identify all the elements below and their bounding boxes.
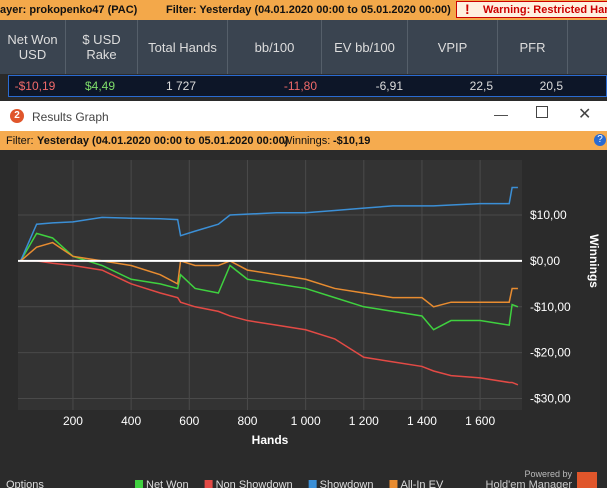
options[interactable]: Options bbox=[6, 479, 44, 488]
filter: Filter: Yesterday (04.01.2020 00:00 to 0… bbox=[166, 4, 451, 16]
x-tick-label: 1 400 bbox=[407, 414, 437, 428]
column-header: Total Hands bbox=[138, 20, 228, 74]
powered-by: Powered by bbox=[524, 469, 572, 479]
column-header: bb/100 bbox=[228, 20, 322, 74]
filter-bar: Filter: Yesterday (04.01.2020 00:00 to 0… bbox=[0, 131, 607, 150]
x-tick-label: 1 600 bbox=[465, 414, 495, 428]
legend-label: Net Won bbox=[146, 479, 189, 488]
warning[interactable]: Warning: Restricted Hand bbox=[456, 1, 607, 18]
filter-label: Filter: bbox=[6, 135, 34, 147]
chart: Hands Winnings Powered by Hold'em Manage… bbox=[6, 160, 601, 488]
cell: -6,91 bbox=[375, 79, 403, 93]
x-tick-label: 1 000 bbox=[291, 414, 321, 428]
legend-label: All-In EV bbox=[400, 479, 443, 488]
window-title: Results Graph bbox=[32, 110, 109, 124]
winnings-value: -$10,19 bbox=[333, 135, 371, 147]
cell: 22,5 bbox=[469, 79, 493, 93]
x-tick-label: 600 bbox=[179, 414, 199, 428]
cell: -$10,19 bbox=[14, 79, 56, 93]
y-tick-label: $10,00 bbox=[530, 208, 567, 222]
x-axis-title: Hands bbox=[252, 433, 289, 447]
minimize[interactable]: — bbox=[494, 106, 508, 122]
cell: 1 727 bbox=[165, 79, 197, 93]
legend-swatch bbox=[204, 480, 213, 488]
cell: $4,49 bbox=[84, 79, 116, 93]
legend-swatch bbox=[389, 480, 398, 488]
header-bar: ayer: prokopenko47 (PAC) Filter: Yesterd… bbox=[0, 0, 607, 20]
column-header: Net Won USD bbox=[0, 20, 66, 74]
filter-value: Yesterday (04.01.2020 00:00 to 05.01.202… bbox=[37, 135, 289, 147]
x-tick-label: 800 bbox=[237, 414, 257, 428]
y-axis-title: Winnings bbox=[587, 234, 601, 288]
y-tick-label: -$20,00 bbox=[530, 346, 571, 360]
table-header: Net Won USD $ USD Rake Total Hands bb/100 EV… bbox=[0, 20, 607, 74]
plot-area bbox=[18, 160, 522, 410]
legend-swatch bbox=[308, 480, 317, 488]
table-row[interactable]: -$10,19 $4,49 1 727 -11,80 -6,91 22,5 20,5 bbox=[8, 75, 607, 97]
legend-label: Showdown bbox=[320, 479, 374, 488]
legend-swatch bbox=[135, 480, 143, 488]
series-line bbox=[20, 260, 519, 386]
x-tick-label: 1 200 bbox=[349, 414, 379, 428]
brand-logo bbox=[577, 472, 597, 488]
x-tick-label: 200 bbox=[63, 414, 83, 428]
player: ayer: prokopenko47 (PAC) bbox=[0, 4, 138, 16]
warning-icon: ! bbox=[465, 1, 470, 17]
column-header: $ USD Rake bbox=[66, 20, 138, 74]
window-titlebar: 2 Results Graph — ✕ bbox=[0, 101, 607, 131]
x-tick-label: 400 bbox=[121, 414, 141, 428]
y-tick-label: -$10,00 bbox=[530, 300, 571, 314]
legend-label: Non Showdown bbox=[216, 479, 293, 488]
column-header: PFR bbox=[498, 20, 568, 74]
brand: Hold'em Manager bbox=[486, 479, 573, 488]
series-line bbox=[19, 186, 518, 262]
maximize[interactable] bbox=[536, 106, 548, 118]
results-window: 2 Results Graph — ✕ Filter: Yesterday (0… bbox=[0, 101, 607, 488]
cell: 20,5 bbox=[539, 79, 563, 93]
app-icon: 2 bbox=[10, 109, 24, 123]
column-header: VPIP bbox=[408, 20, 498, 74]
y-tick-label: -$30,00 bbox=[530, 392, 571, 406]
winnings-label: Winnings: bbox=[282, 135, 331, 147]
column-header: EV bb/100 bbox=[322, 20, 408, 74]
y-tick-label: $0,00 bbox=[530, 254, 560, 268]
help[interactable]: ? bbox=[594, 134, 606, 146]
series-line bbox=[19, 232, 519, 331]
cell: -11,80 bbox=[283, 79, 317, 93]
close[interactable]: ✕ bbox=[578, 106, 592, 123]
